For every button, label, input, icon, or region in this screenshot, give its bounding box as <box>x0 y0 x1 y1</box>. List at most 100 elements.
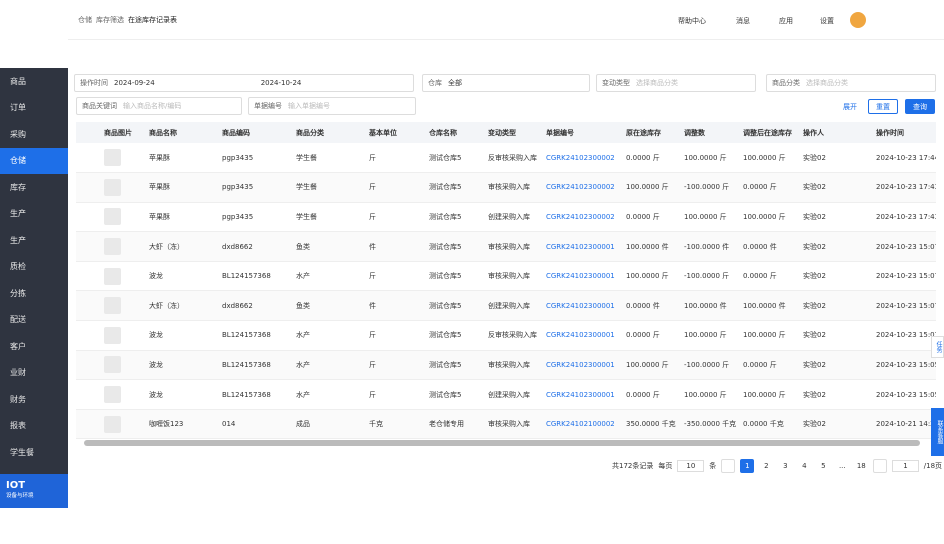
page-button[interactable]: 1 <box>740 459 755 473</box>
cell: 波龙 <box>143 350 216 381</box>
cell: 反审核采购入库 <box>482 143 540 174</box>
table-row: 波龙 BL124157368 水产斤测试仓库5 反审核采购入库 CGRK24102300… <box>76 320 936 351</box>
page-button[interactable]: 5 <box>821 462 826 470</box>
cell: 0.0000 斤 <box>737 261 797 292</box>
prev-page[interactable] <box>721 459 736 473</box>
cell: 2024-10-23 15:05 <box>870 350 936 381</box>
cell[interactable]: CGRK24102300001 <box>540 231 620 262</box>
expand-button[interactable]: 展开 <box>843 102 857 111</box>
cell: 0.0000 斤 <box>620 379 678 410</box>
search-button[interactable]: 查询 <box>905 99 935 114</box>
cell[interactable]: CGRK24102300001 <box>540 379 620 410</box>
header-action[interactable]: 帮助中心 <box>678 17 706 25</box>
cell[interactable]: CGRK24102300001 <box>540 350 620 381</box>
breadcrumb[interactable]: 库存筛选 <box>96 15 124 24</box>
column-header: 调整数 <box>678 122 737 143</box>
cell: 测试仓库5 <box>423 320 482 351</box>
jump-input[interactable]: 1 <box>892 460 919 472</box>
cell[interactable]: CGRK24102300002 <box>540 172 620 203</box>
cell: 件 <box>363 290 423 322</box>
warehouse-select[interactable]: 仓库 全部 <box>422 74 590 92</box>
page-button[interactable]: ... <box>838 462 846 470</box>
change-type-select[interactable]: 变动类型 选择商品分类 <box>596 74 756 92</box>
cell: 实验02 <box>797 379 870 410</box>
service-button[interactable]: 联系客服 <box>931 408 944 456</box>
cell[interactable]: CGRK24102100002 <box>540 409 620 440</box>
doc-input[interactable]: 单据编号 输入单据编号 <box>248 97 416 115</box>
keyword-input[interactable]: 商品关键词 输入商品名称/编码 <box>76 97 242 115</box>
cell: 实验02 <box>797 202 870 233</box>
cell: 审核采购入库 <box>482 261 540 292</box>
cell[interactable]: CGRK24102300001 <box>540 290 620 322</box>
per-page-select[interactable]: 10 <box>677 460 705 472</box>
breadcrumb[interactable]: 仓储 <box>78 15 92 24</box>
cell-blank <box>76 350 98 381</box>
page-button[interactable]: 3 <box>783 462 788 470</box>
table-row: 波龙 BL124157368 水产斤测试仓库5 审核采购入库 CGRK241023000… <box>76 350 936 381</box>
date-range[interactable]: 操作时间 2024-09-24 2024-10-24 <box>74 74 414 92</box>
product-image <box>104 267 121 285</box>
category-select[interactable]: 商品分类 选择商品分类 <box>766 74 936 92</box>
cell: 创建采购入库 <box>482 379 540 410</box>
page-button[interactable]: 18 <box>856 462 866 470</box>
cell: 斤 <box>363 379 423 410</box>
menu-item[interactable]: 报表 <box>10 421 26 431</box>
menu-item[interactable]: 订单 <box>10 103 26 113</box>
start: 2024-09-24 <box>114 79 155 87</box>
cell[interactable]: CGRK24102300001 <box>540 261 620 292</box>
cell-image <box>98 202 143 233</box>
column-header: 操作人 <box>797 122 870 143</box>
menu-item[interactable]: 商品 <box>10 76 26 86</box>
cell: 实验02 <box>797 172 870 203</box>
cell: 实验02 <box>797 231 870 262</box>
menu-item[interactable]: 质检 <box>10 262 26 272</box>
cell[interactable]: CGRK24102300001 <box>540 320 620 351</box>
header-action[interactable]: 设置 <box>820 17 834 25</box>
menu-item[interactable]: 业财 <box>10 368 26 378</box>
doc-label: 单据编号 <box>254 102 282 110</box>
menu-item[interactable]: 仓储 <box>0 147 68 174</box>
menu-item[interactable]: 采购 <box>10 129 26 139</box>
reset-button[interactable]: 重置 <box>868 99 898 114</box>
header-action[interactable]: 消息 <box>736 17 750 25</box>
cell-image <box>98 350 143 381</box>
cell: 2024-10-23 15:05 <box>870 379 936 410</box>
table-body: 苹果酥 pgp3435 学生餐斤测试仓库5 反审核采购入库 CGRK2410230000… <box>76 143 936 440</box>
iot-badge[interactable]: IOT 设备与环境 <box>0 474 68 508</box>
cell: 0.0000 千克 <box>737 409 797 440</box>
cell: 实验02 <box>797 409 870 440</box>
header-action[interactable]: 应用 <box>779 17 793 25</box>
cell: 2024-10-23 17:43 <box>870 202 936 233</box>
menu-item[interactable]: 客户 <box>10 341 26 351</box>
menu-item[interactable]: 分拣 <box>10 288 26 298</box>
cell: BL124157368 <box>216 320 290 351</box>
menu-item[interactable]: 学生餐 <box>10 447 34 457</box>
cell-blank <box>76 261 98 292</box>
cell-blank <box>76 409 98 440</box>
menu-item[interactable]: 生产 <box>10 209 26 219</box>
cell: 波龙 <box>143 320 216 351</box>
cell[interactable]: CGRK24102300002 <box>540 143 620 174</box>
cell: 学生餐 <box>290 202 363 233</box>
scrollbar[interactable] <box>84 440 920 446</box>
doc-placeholder: 输入单据编号 <box>288 102 330 110</box>
menu-item[interactable]: 生产 <box>10 235 26 245</box>
cell: 实验02 <box>797 290 870 322</box>
header-row: 商品图片 商品名称 商品编码 商品分类 基本单位 仓库名称 变动类型 单据编号 原在途库存 调整数… <box>76 122 936 143</box>
cell-blank <box>76 320 98 351</box>
cell: 成品 <box>290 409 363 440</box>
next-page[interactable] <box>873 459 888 473</box>
page-button[interactable]: 2 <box>764 462 769 470</box>
cell[interactable]: CGRK24102300002 <box>540 202 620 233</box>
task-button[interactable]: 任务 <box>931 336 944 358</box>
cell: 大虾（冻） <box>143 290 216 322</box>
menu-item[interactable]: 财务 <box>10 394 26 404</box>
menu-item[interactable]: 库存 <box>10 182 26 192</box>
cell: -100.0000 斤 <box>678 172 737 203</box>
cell-image <box>98 379 143 410</box>
page-button[interactable]: 4 <box>802 462 807 470</box>
column-settings[interactable] <box>76 122 98 143</box>
menu: 商品 订单 采购 仓储 库存 生产 生产 质检 分拣 配送 客户 业财 财务 报表 学生餐 <box>0 68 68 466</box>
menu-item[interactable]: 配送 <box>10 315 26 325</box>
cell: -100.0000 件 <box>678 231 737 262</box>
